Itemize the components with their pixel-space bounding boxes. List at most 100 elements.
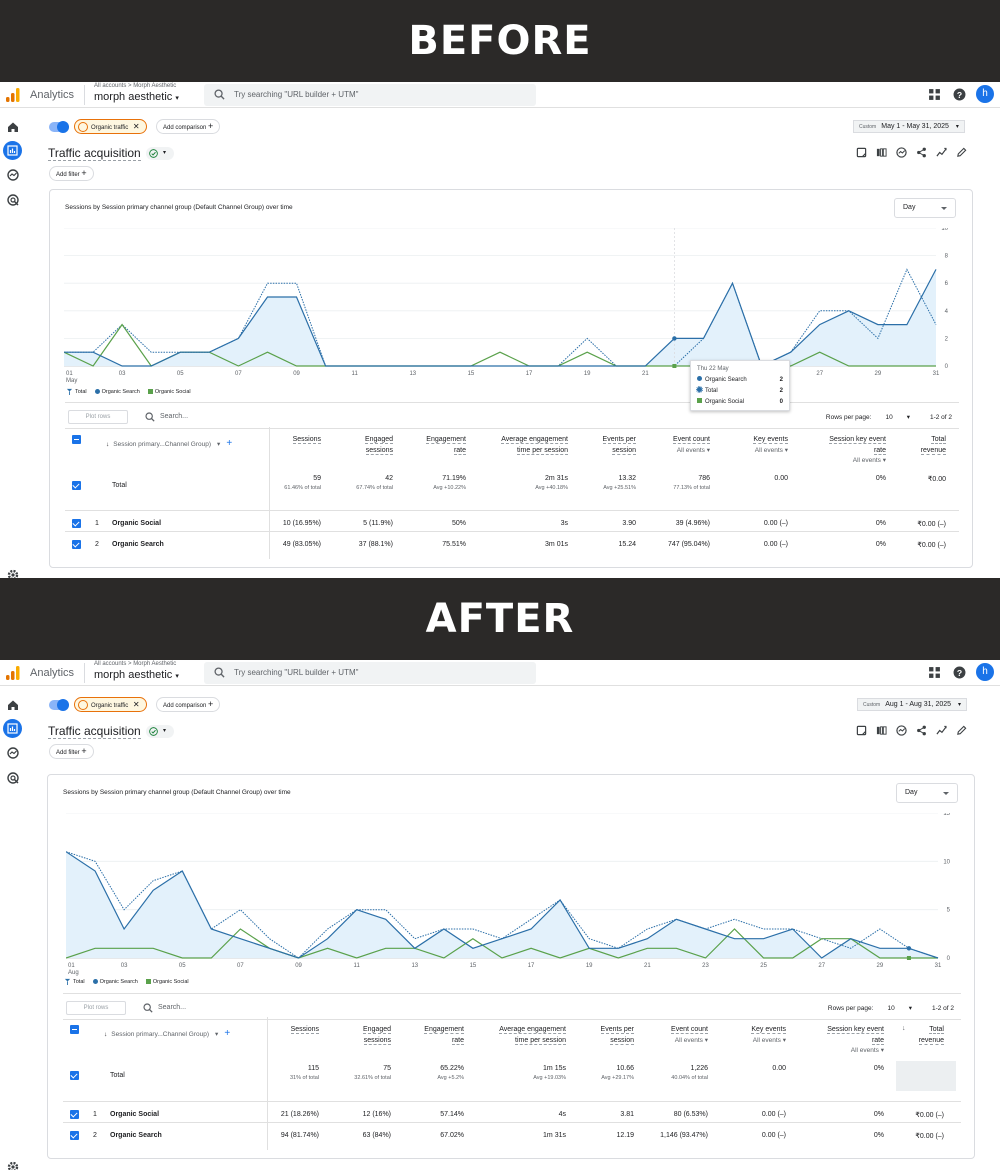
help-icon[interactable]: ? <box>953 88 966 101</box>
row-checkbox[interactable] <box>70 1131 79 1140</box>
trend-icon[interactable] <box>936 147 947 158</box>
home-icon[interactable] <box>6 698 20 712</box>
column-event-filter[interactable]: All events ▾ <box>676 446 710 454</box>
insights-icon[interactable] <box>896 147 907 158</box>
explore-icon[interactable] <box>6 168 20 182</box>
share-icon[interactable] <box>916 725 927 736</box>
comparison-chip-organic-traffic[interactable]: Organic traffic ✕ <box>74 697 147 712</box>
column-event-filter[interactable]: All events ▾ <box>754 446 788 454</box>
search-bar[interactable]: Try searching "URL builder + UTM" <box>204 84 536 106</box>
column-header[interactable]: Session key event rate All events ▾ <box>827 1025 884 1057</box>
add-filter-button[interactable]: Add filter + <box>49 744 94 759</box>
date-range-picker[interactable]: Custom Aug 1 - Aug 31, 2025 ▾ <box>857 698 967 711</box>
column-header[interactable]: Engagement rate <box>426 435 466 456</box>
comparison-chip-organic-traffic[interactable]: Organic traffic ✕ <box>74 119 147 134</box>
dimension-selector[interactable]: ↓ Session primary...Channel Group) ▾ + <box>106 438 232 449</box>
apps-grid-icon[interactable] <box>928 666 941 679</box>
legend-organic-search[interactable]: Organic Search <box>94 388 140 395</box>
column-header[interactable]: Session key event rate All events ▾ <box>829 435 886 467</box>
column-header[interactable]: Engagement rate <box>424 1025 464 1046</box>
column-header[interactable]: Engaged sessions <box>362 1025 391 1046</box>
column-header[interactable]: Total revenue <box>918 1025 944 1046</box>
row-channel-name[interactable]: Organic Search <box>110 1132 162 1139</box>
row-channel-name[interactable]: Organic Search <box>112 541 164 548</box>
row-checkbox[interactable] <box>72 519 81 528</box>
legend-total[interactable]: Total <box>66 388 87 395</box>
account-breadcrumb[interactable]: All accounts > Morph Aesthetic <box>94 83 177 89</box>
row-channel-name[interactable]: Organic Social <box>112 520 162 527</box>
remove-comparison-icon[interactable]: ✕ <box>132 700 140 709</box>
column-header[interactable]: Average engagement time per session <box>501 435 568 456</box>
column-header[interactable]: Total revenue <box>920 435 946 456</box>
column-header[interactable]: Key events All events ▾ <box>751 1025 786 1046</box>
date-range-picker[interactable]: Custom May 1 - May 31, 2025 ▾ <box>853 120 965 133</box>
legend-total[interactable]: Total <box>64 978 85 985</box>
column-header[interactable]: Event count All events ▾ <box>673 435 710 456</box>
advertising-icon[interactable] <box>6 193 20 207</box>
column-event-filter[interactable]: All events ▾ <box>752 1036 786 1044</box>
column-header[interactable]: Sessions <box>292 435 321 446</box>
column-header[interactable]: Engaged sessions <box>364 435 393 456</box>
compare-icon[interactable] <box>876 725 887 736</box>
rows-per-page-select[interactable]: 10 ▾ <box>887 1005 912 1012</box>
column-header[interactable]: Events per session <box>602 435 636 456</box>
property-selector[interactable]: morph aesthetic ▾ <box>94 91 179 103</box>
insights-icon[interactable] <box>896 725 907 736</box>
column-header[interactable]: Event count All events ▾ <box>671 1025 708 1046</box>
row-checkbox[interactable] <box>72 540 81 549</box>
customize-icon[interactable] <box>856 147 867 158</box>
add-comparison-button[interactable]: Add comparison + <box>156 697 221 712</box>
plot-rows-button[interactable]: Plot rows <box>66 1001 126 1015</box>
help-icon[interactable]: ? <box>953 666 966 679</box>
legend-organic-social[interactable]: Organic Social <box>145 978 189 985</box>
add-dimension-icon[interactable]: + <box>226 438 233 449</box>
total-row-checkbox[interactable] <box>70 1071 79 1080</box>
home-icon[interactable] <box>6 120 20 134</box>
explore-icon[interactable] <box>6 746 20 760</box>
column-header[interactable]: Sessions <box>290 1025 319 1036</box>
account-avatar[interactable]: h <box>976 663 994 681</box>
comparison-toggle[interactable] <box>49 121 69 133</box>
column-event-filter[interactable]: All events ▾ <box>850 1047 884 1054</box>
table-search-input[interactable]: Search... <box>158 1004 187 1011</box>
rows-per-page-select[interactable]: 10 ▾ <box>885 414 910 421</box>
settings-gear-icon[interactable] <box>6 568 20 578</box>
property-selector[interactable]: morph aesthetic ▾ <box>94 669 179 681</box>
table-search-input[interactable]: Search... <box>160 413 189 420</box>
report-status[interactable]: ▾ <box>146 725 174 738</box>
legend-organic-social[interactable]: Organic Social <box>147 388 191 395</box>
search-bar[interactable]: Try searching "URL builder + UTM" <box>204 662 536 684</box>
granularity-select[interactable]: Day <box>896 783 958 803</box>
granularity-select[interactable]: Day <box>894 198 956 218</box>
edit-icon[interactable] <box>956 725 967 736</box>
customize-icon[interactable] <box>856 725 867 736</box>
column-header[interactable]: Average engagement time per session <box>499 1025 566 1046</box>
column-header[interactable]: Key events All events ▾ <box>753 435 788 456</box>
plot-rows-button[interactable]: Plot rows <box>68 410 128 424</box>
comparison-toggle[interactable] <box>49 699 69 711</box>
account-avatar[interactable]: h <box>976 85 994 103</box>
advertising-icon[interactable] <box>6 771 20 785</box>
add-comparison-button[interactable]: Add comparison + <box>156 119 221 134</box>
column-event-filter[interactable]: All events ▾ <box>852 457 886 464</box>
report-status[interactable]: ▾ <box>146 147 174 160</box>
select-all-checkbox[interactable] <box>70 1025 79 1034</box>
add-dimension-icon[interactable]: + <box>224 1028 231 1039</box>
add-filter-button[interactable]: Add filter + <box>49 166 94 181</box>
dimension-selector[interactable]: ↓ Session primary...Channel Group) ▾ + <box>104 1028 230 1039</box>
reports-nav-button[interactable] <box>3 141 22 160</box>
edit-icon[interactable] <box>956 147 967 158</box>
total-row-checkbox[interactable] <box>72 481 81 490</box>
sort-descending-icon[interactable]: ↓ <box>902 1025 906 1032</box>
compare-icon[interactable] <box>876 147 887 158</box>
trend-icon[interactable] <box>936 725 947 736</box>
settings-gear-icon[interactable] <box>6 1160 20 1170</box>
account-breadcrumb[interactable]: All accounts > Morph Aesthetic <box>94 661 177 667</box>
apps-grid-icon[interactable] <box>928 88 941 101</box>
legend-organic-search[interactable]: Organic Search <box>92 978 138 985</box>
share-icon[interactable] <box>916 147 927 158</box>
row-checkbox[interactable] <box>70 1110 79 1119</box>
select-all-checkbox[interactable] <box>72 435 81 444</box>
remove-comparison-icon[interactable]: ✕ <box>132 122 140 131</box>
row-channel-name[interactable]: Organic Social <box>110 1111 160 1118</box>
